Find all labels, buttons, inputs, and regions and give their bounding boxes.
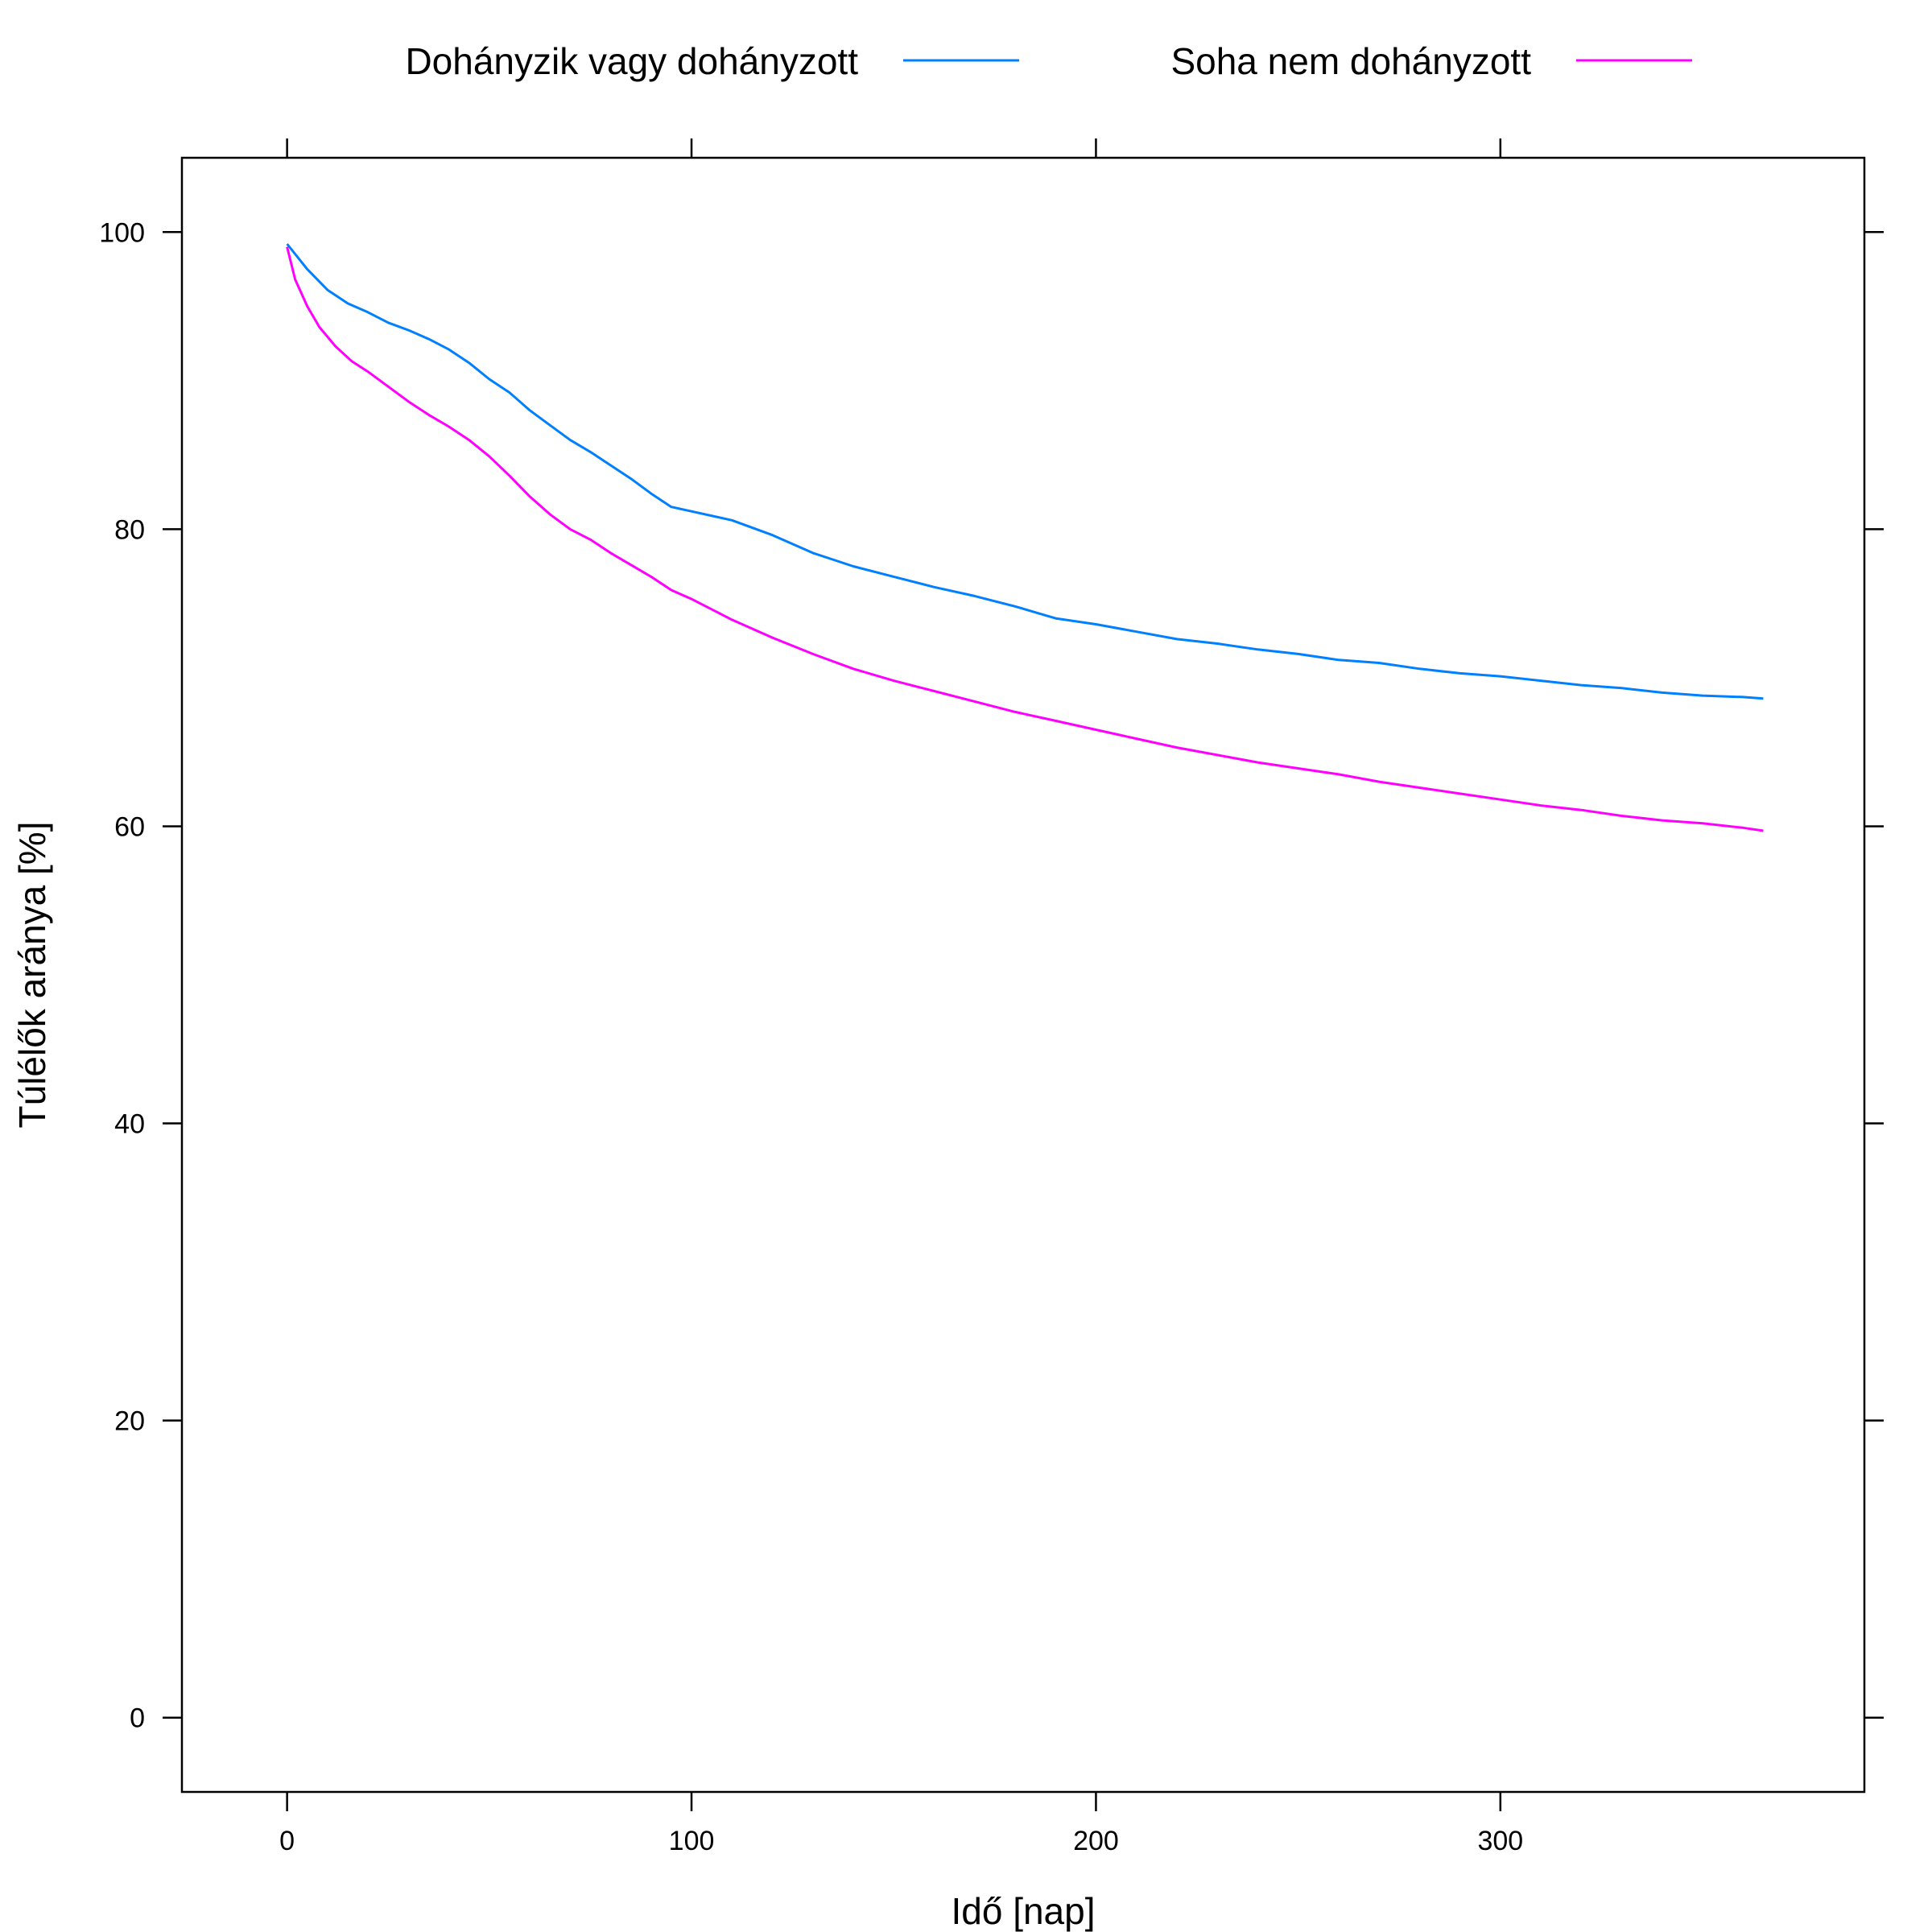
plot-frame: [180, 156, 1866, 1794]
y-tick-label: 0: [130, 1703, 145, 1734]
y-tick-label: 80: [114, 514, 145, 545]
x-tick-label: 300: [1477, 1826, 1523, 1856]
y-axis-title: Túlélők aránya [%]: [11, 822, 53, 1129]
series-layer: [286, 243, 1764, 832]
y-tick-label: 60: [114, 811, 145, 842]
y-tick-label: 100: [99, 217, 145, 248]
x-axis: 0 100 200 300: [279, 138, 1523, 1856]
series-line-1: [286, 243, 1764, 700]
legend-label-1: Dohányzik vagy dohányzott: [405, 40, 858, 82]
x-tick-label: 100: [669, 1826, 715, 1856]
series-line-2: [286, 246, 1764, 832]
legend: Dohányzik vagy dohányzott Soha nem dohány…: [405, 40, 1692, 82]
legend-label-2: Soha nem dohányzott: [1170, 40, 1531, 82]
y-axis: 0 20 40 60 80 100: [99, 217, 1884, 1734]
y-tick-label: 20: [114, 1406, 145, 1437]
x-tick-label: 0: [279, 1826, 295, 1856]
x-tick-label: 200: [1073, 1826, 1119, 1856]
y-tick-label: 40: [114, 1109, 145, 1140]
x-axis-title: Idő [nap]: [951, 1890, 1095, 1932]
